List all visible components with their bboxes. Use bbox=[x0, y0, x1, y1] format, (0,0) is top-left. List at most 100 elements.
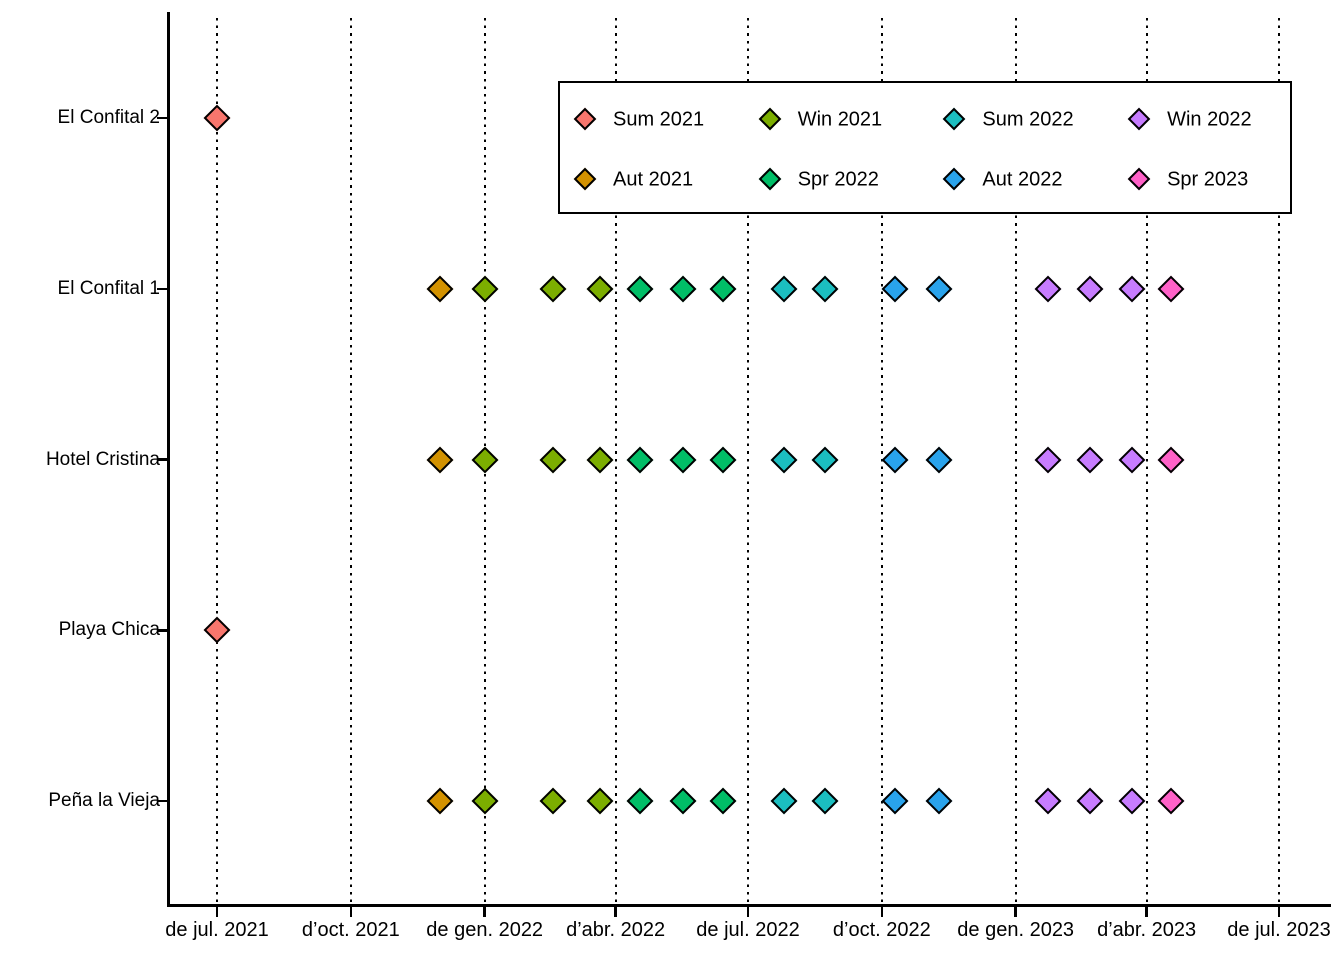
x-tick-label: de gen. 2023 bbox=[957, 919, 1075, 941]
data-point-marker bbox=[426, 446, 454, 473]
data-point-marker bbox=[203, 104, 231, 132]
legend-item-label: Win 2022 bbox=[1167, 108, 1252, 131]
x-gridline bbox=[1145, 18, 1148, 905]
data-point-marker bbox=[539, 275, 567, 303]
data-point-marker bbox=[1034, 787, 1062, 815]
legend-key-icon bbox=[758, 107, 782, 131]
data-point-marker bbox=[1076, 275, 1104, 303]
data-point-marker bbox=[586, 787, 614, 815]
data-point-marker bbox=[669, 446, 696, 473]
x-gridline bbox=[880, 18, 883, 905]
data-point-marker bbox=[1034, 275, 1062, 303]
data-point-marker bbox=[811, 446, 839, 473]
legend-key-icon bbox=[573, 107, 597, 131]
data-point-marker bbox=[539, 446, 567, 473]
y-tick-label: El Confital 2 bbox=[57, 107, 160, 128]
x-axis-tick bbox=[614, 905, 617, 917]
data-point-marker bbox=[539, 787, 567, 815]
data-point-marker bbox=[811, 787, 839, 815]
x-tick-label: de jul. 2022 bbox=[696, 919, 800, 941]
legend-item-label: Sum 2021 bbox=[613, 108, 705, 131]
x-tick-label: d’abr. 2022 bbox=[566, 919, 666, 941]
legend-item-label: Spr 2023 bbox=[1167, 168, 1249, 191]
data-point-marker bbox=[770, 446, 798, 473]
y-axis-tick bbox=[157, 287, 168, 290]
data-point-marker bbox=[770, 787, 798, 815]
legend-item-label: Aut 2021 bbox=[613, 168, 694, 191]
legend: Sum 2021 Win 2021 Sum 2022 Win 2022 Aut 2021… bbox=[558, 81, 1292, 214]
x-axis-tick bbox=[1277, 905, 1281, 917]
y-tick-label: Peña la Vieja bbox=[48, 790, 160, 811]
data-point-marker bbox=[709, 787, 737, 815]
x-gridline bbox=[746, 18, 749, 905]
y-axis-line bbox=[166, 12, 170, 907]
data-point-marker bbox=[471, 275, 499, 303]
legend-key-icon bbox=[1127, 167, 1151, 191]
data-point-marker bbox=[471, 787, 499, 815]
data-point-marker bbox=[925, 787, 952, 815]
data-point-marker bbox=[709, 446, 737, 473]
x-gridline bbox=[216, 18, 218, 905]
legend-item-label: Spr 2022 bbox=[797, 168, 879, 191]
x-tick-label: d’oct. 2022 bbox=[832, 919, 931, 941]
data-point-marker bbox=[471, 446, 499, 473]
legend-item-label: Win 2021 bbox=[797, 108, 883, 131]
y-axis-tick bbox=[157, 458, 168, 461]
data-point-marker bbox=[1157, 446, 1185, 473]
x-axis-tick bbox=[1145, 905, 1148, 917]
x-gridline bbox=[1277, 18, 1280, 905]
x-axis-tick bbox=[215, 905, 219, 917]
data-point-marker bbox=[1076, 787, 1104, 815]
legend-item-label: Aut 2022 bbox=[982, 168, 1063, 191]
data-point-marker bbox=[770, 275, 798, 303]
legend-key-icon bbox=[943, 167, 966, 191]
data-point-marker bbox=[925, 275, 952, 303]
data-point-marker bbox=[881, 275, 909, 303]
x-axis-tick bbox=[746, 905, 750, 917]
data-point-marker bbox=[881, 787, 909, 815]
data-point-marker bbox=[1034, 446, 1062, 473]
x-axis-tick bbox=[880, 905, 884, 917]
data-point-marker bbox=[669, 787, 696, 815]
y-tick-label: Hotel Cristina bbox=[45, 448, 160, 470]
x-tick-label: d’oct. 2021 bbox=[301, 919, 400, 941]
y-axis-tick bbox=[157, 116, 168, 120]
legend-key-icon bbox=[1127, 107, 1151, 131]
x-axis-tick bbox=[483, 905, 486, 917]
data-point-marker bbox=[426, 275, 454, 303]
data-point-marker bbox=[709, 275, 737, 303]
y-axis-tick bbox=[157, 629, 168, 632]
x-gridline bbox=[1014, 18, 1017, 905]
data-point-marker bbox=[1118, 787, 1146, 815]
x-axis-tick bbox=[1014, 905, 1017, 917]
data-point-marker bbox=[586, 275, 614, 303]
data-point-marker bbox=[1157, 787, 1185, 815]
data-point-marker bbox=[1118, 446, 1146, 473]
data-point-marker bbox=[203, 616, 231, 644]
data-point-marker bbox=[626, 787, 654, 815]
legend-key-icon bbox=[943, 107, 966, 131]
y-axis-tick bbox=[157, 799, 168, 803]
x-gridline bbox=[349, 18, 352, 905]
x-tick-label: de jul. 2023 bbox=[1227, 919, 1331, 941]
data-point-marker bbox=[626, 446, 654, 473]
x-tick-label: de gen. 2022 bbox=[426, 919, 544, 941]
y-tick-label: Playa Chica bbox=[58, 619, 160, 641]
data-point-marker bbox=[1157, 275, 1185, 303]
legend-item-label: Sum 2022 bbox=[982, 108, 1074, 131]
data-point-marker bbox=[426, 787, 454, 815]
x-axis-tick bbox=[349, 905, 353, 917]
data-point-marker bbox=[925, 446, 952, 473]
x-tick-label: d’abr. 2023 bbox=[1097, 919, 1197, 941]
data-point-marker bbox=[881, 446, 909, 473]
data-point-marker bbox=[1118, 275, 1146, 303]
data-point-marker bbox=[811, 275, 839, 303]
x-gridline bbox=[614, 18, 617, 905]
x-tick-label: de jul. 2021 bbox=[165, 919, 269, 941]
legend-key-icon bbox=[573, 167, 597, 191]
data-point-marker bbox=[1076, 446, 1104, 473]
data-point-marker bbox=[626, 275, 654, 303]
legend-key-icon bbox=[758, 167, 782, 191]
data-point-marker bbox=[586, 446, 614, 473]
